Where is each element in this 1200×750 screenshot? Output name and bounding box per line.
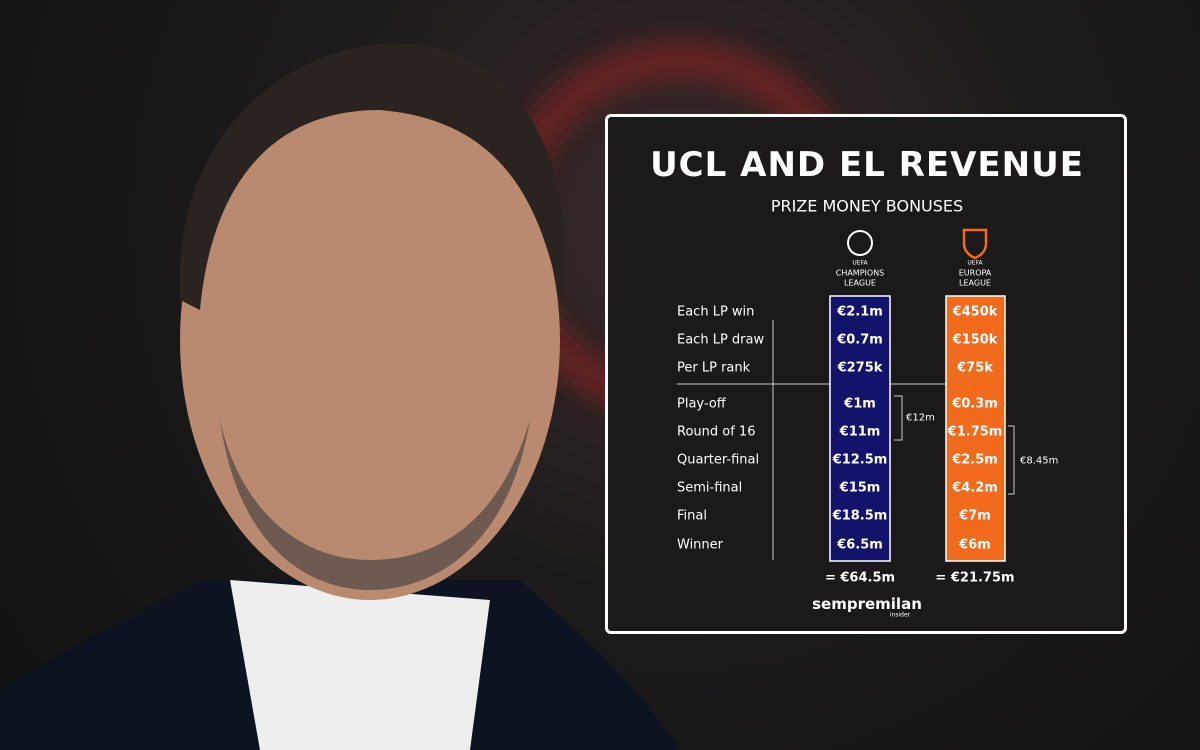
el-value: €150k <box>952 332 998 348</box>
el-value: €7m <box>959 508 991 524</box>
bracket-label: €12m <box>906 412 935 424</box>
competition-name: EUROPA <box>958 268 992 278</box>
row-label: Per LP rank <box>677 360 751 376</box>
ucl-column <box>829 295 891 562</box>
competition-org: UEFA <box>967 259 983 267</box>
subtitle: PRIZE MONEY BONUSES <box>770 196 964 216</box>
el-logo <box>962 228 988 260</box>
brand: sempremilan <box>812 595 922 613</box>
ucl-value: €0.7m <box>837 332 883 348</box>
el-value: €4.2m <box>952 480 998 496</box>
el-bracket <box>1008 425 1015 495</box>
row-label: Winner <box>677 537 724 553</box>
brand-tagline: insider <box>889 611 911 619</box>
row-label: Each LP win <box>677 304 755 320</box>
ucl-value: €18.5m <box>832 508 888 524</box>
el-value: €450k <box>952 304 998 320</box>
el-value: €2.5m <box>952 452 998 468</box>
ucl-value: €11m <box>839 424 881 440</box>
ucl-value: €12.5m <box>832 452 888 468</box>
row-label: Play-off <box>677 396 726 412</box>
competition-name: LEAGUE <box>959 278 991 288</box>
total: = €21.75m <box>935 570 1015 586</box>
ucl-value: €1m <box>844 396 876 412</box>
el-value: €1.75m <box>947 424 1003 440</box>
ucl-logo <box>847 230 873 256</box>
ucl-bracket <box>894 395 903 441</box>
competition-org: UEFA <box>852 259 868 267</box>
row-label: Semi-final <box>677 480 743 496</box>
total: = €64.5m <box>824 570 896 586</box>
row-label: Each LP draw <box>677 332 765 348</box>
ucl-value: €275k <box>837 360 883 376</box>
el-value: €75k <box>957 360 993 376</box>
ucl-value: €2.1m <box>837 304 883 320</box>
competition-name: LEAGUE <box>844 278 876 288</box>
title: UCL AND EL REVENUE <box>650 145 1084 185</box>
el-value: €6m <box>959 537 991 553</box>
competition-name: CHAMPIONS <box>835 268 885 278</box>
ucl-value: €6.5m <box>837 537 883 553</box>
row-label: Round of 16 <box>677 424 756 440</box>
row-label: Final <box>677 508 707 524</box>
el-value: €0.3m <box>952 396 998 412</box>
el-column <box>945 295 1006 562</box>
bracket-label: €8.45m <box>1020 455 1059 467</box>
row-label: Quarter-final <box>677 452 760 468</box>
ucl-value: €15m <box>839 480 881 496</box>
